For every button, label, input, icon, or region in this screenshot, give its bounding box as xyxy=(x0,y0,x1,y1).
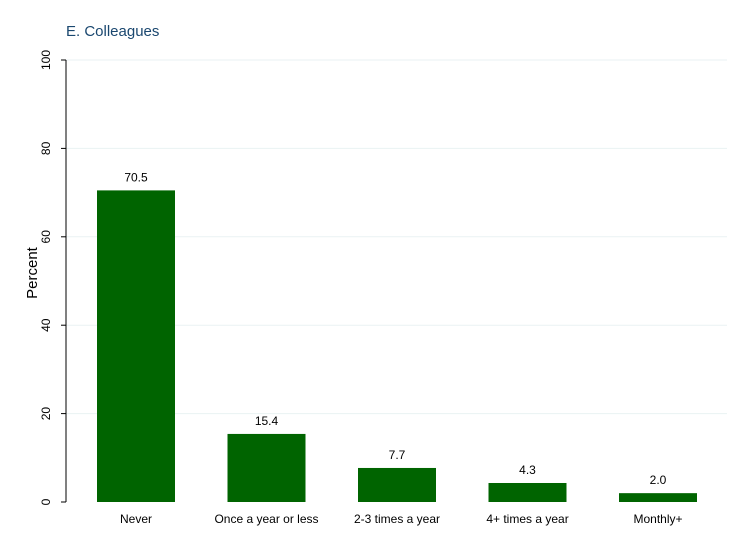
y-tick-label: 60 xyxy=(39,230,53,244)
y-tick-label: 40 xyxy=(39,318,53,332)
y-axis: 0 20 40 60 80 100 xyxy=(39,50,67,505)
y-tick-label: 0 xyxy=(39,498,53,505)
data-label: 7.7 xyxy=(389,448,406,462)
category-label: Never xyxy=(120,512,152,526)
category-label: 4+ times a year xyxy=(486,512,568,526)
bar xyxy=(488,482,567,502)
bar xyxy=(227,433,306,502)
y-axis-title: Percent xyxy=(24,246,41,299)
y-tick-label: 20 xyxy=(39,407,53,421)
data-label: 4.3 xyxy=(519,463,536,477)
bar xyxy=(97,190,175,502)
bar xyxy=(619,493,697,502)
category-label: Monthly+ xyxy=(633,512,682,526)
data-label: 70.5 xyxy=(124,170,148,184)
y-tick-label: 80 xyxy=(39,141,53,155)
data-label: 15.4 xyxy=(255,414,279,428)
category-labels: Never Once a year or less 2-3 times a year… xyxy=(120,512,683,526)
data-labels: 70.5 15.4 7.7 4.3 2.0 xyxy=(124,170,666,487)
category-label: 2-3 times a year xyxy=(354,512,440,526)
category-label: Once a year or less xyxy=(214,512,318,526)
bar xyxy=(358,467,436,502)
bars xyxy=(97,190,697,502)
chart-title: E. Colleagues xyxy=(66,23,159,40)
y-tick-label: 100 xyxy=(39,50,53,70)
data-label: 2.0 xyxy=(650,473,667,487)
gridlines xyxy=(66,59,727,415)
